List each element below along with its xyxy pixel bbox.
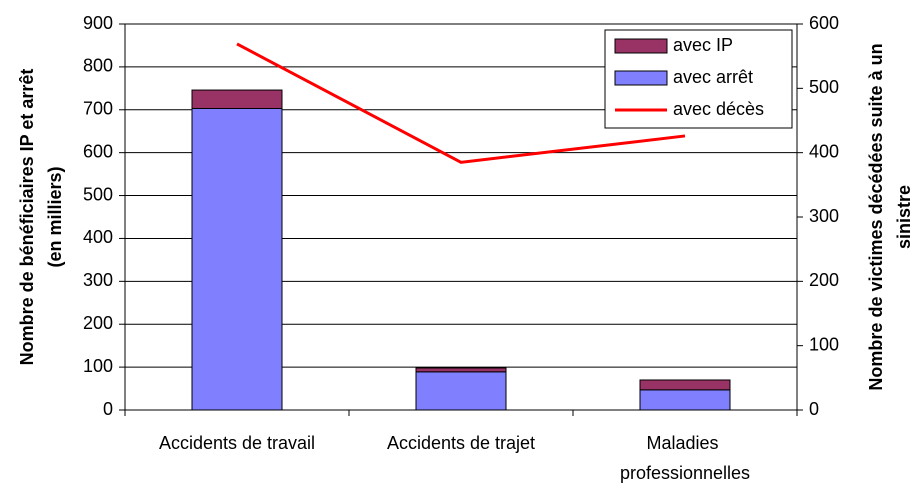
y2-tick-label: 600 xyxy=(809,13,839,33)
bar xyxy=(415,367,507,373)
y-tick-label: 300 xyxy=(83,270,113,290)
legend-swatch xyxy=(614,70,668,86)
y2-tick-label: 0 xyxy=(809,399,819,419)
y2-tick-label: 300 xyxy=(809,206,839,226)
y-tick-label: 0 xyxy=(103,399,113,419)
line xyxy=(236,42,686,164)
y-tick-label: 900 xyxy=(83,13,113,33)
x-tick-label: Accidents de trajet xyxy=(387,433,535,453)
y-tick-label: 700 xyxy=(83,99,113,119)
y2-tick-label: 500 xyxy=(809,77,839,97)
y-axis-title: Nombre de bénéficiaires IP et arrêt xyxy=(17,69,37,366)
y-tick-label: 400 xyxy=(83,227,113,247)
legend-label: avec arrêt xyxy=(673,67,753,87)
x-tick-label-line: Maladies xyxy=(646,433,723,453)
x-tick-label: Accidents de travail xyxy=(159,433,315,453)
bar xyxy=(639,389,731,411)
bar xyxy=(639,379,731,391)
y2-tick-label: 200 xyxy=(809,270,839,290)
x-tick-label-line: professionnelles xyxy=(620,463,750,483)
y-axis-title: (en milliers) xyxy=(45,166,65,267)
y-tick-label: 200 xyxy=(83,313,113,333)
y2-tick-label: 100 xyxy=(809,334,839,354)
legend-label: avec IP xyxy=(673,35,733,55)
bar xyxy=(191,107,283,411)
y2-axis-title: sinistre xyxy=(894,185,914,249)
bar xyxy=(191,89,283,109)
legend-label: avec décès xyxy=(673,99,764,119)
legend-swatch xyxy=(614,38,668,54)
y-tick-label: 100 xyxy=(83,356,113,376)
bar xyxy=(415,371,507,411)
y-tick-label: 600 xyxy=(83,141,113,161)
y-tick-label: 800 xyxy=(83,56,113,76)
y2-tick-label: 400 xyxy=(809,141,839,161)
y2-axis-title: Nombre de victimes décédées suite à un xyxy=(866,43,886,390)
y-tick-label: 500 xyxy=(83,184,113,204)
x-tick-label: Maladies professionnelles xyxy=(620,433,750,483)
